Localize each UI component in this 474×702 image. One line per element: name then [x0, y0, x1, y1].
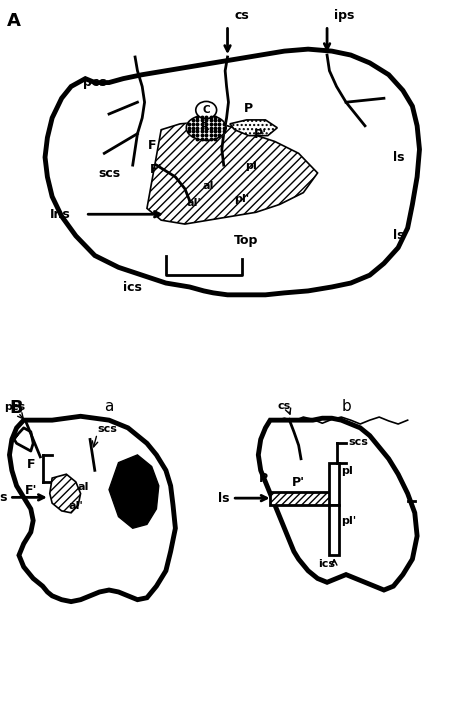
Text: P': P' — [254, 128, 267, 140]
Text: ips: ips — [334, 8, 355, 22]
Text: scs: scs — [97, 424, 117, 434]
Text: aI': aI' — [68, 501, 83, 511]
Text: pI': pI' — [234, 194, 249, 204]
Polygon shape — [147, 122, 318, 224]
Text: ics: ics — [123, 281, 142, 294]
Text: pI: pI — [245, 161, 257, 171]
Text: pcs: pcs — [4, 402, 25, 413]
Text: ls: ls — [219, 491, 230, 505]
Text: scs: scs — [348, 437, 368, 447]
Circle shape — [196, 101, 217, 119]
Text: F': F' — [25, 484, 37, 496]
Text: B: B — [9, 399, 23, 417]
Text: b: b — [341, 399, 351, 414]
Text: P: P — [258, 472, 268, 485]
Polygon shape — [14, 428, 33, 451]
Polygon shape — [230, 120, 277, 135]
Text: P: P — [244, 102, 254, 115]
Polygon shape — [45, 49, 419, 295]
Text: pI': pI' — [341, 517, 356, 526]
Text: C: C — [202, 105, 210, 115]
Text: scs: scs — [98, 167, 120, 180]
Text: P': P' — [292, 476, 305, 489]
Text: Top: Top — [234, 234, 259, 246]
Text: cs: cs — [278, 401, 291, 411]
Polygon shape — [329, 463, 339, 505]
Text: R: R — [201, 122, 209, 132]
Text: Ins: Ins — [50, 208, 71, 220]
Polygon shape — [270, 491, 334, 505]
Polygon shape — [329, 505, 339, 555]
Text: aI: aI — [203, 180, 214, 191]
Text: F': F' — [150, 163, 163, 176]
Text: aI: aI — [77, 482, 89, 491]
Text: pI: pI — [341, 466, 353, 476]
Polygon shape — [50, 475, 81, 512]
Text: aI': aI' — [187, 199, 202, 208]
Text: cs: cs — [235, 8, 249, 22]
Text: F: F — [27, 458, 35, 472]
Text: F: F — [147, 140, 156, 152]
Text: ics: ics — [319, 559, 336, 569]
Text: ls: ls — [393, 151, 405, 164]
Text: ls: ls — [393, 230, 405, 242]
Polygon shape — [186, 115, 226, 140]
Polygon shape — [9, 416, 175, 602]
Text: pcs: pcs — [83, 77, 107, 89]
Text: A: A — [7, 12, 21, 29]
Polygon shape — [258, 418, 417, 590]
Text: a: a — [104, 399, 114, 414]
Text: ls: ls — [0, 491, 7, 504]
Polygon shape — [109, 455, 159, 528]
